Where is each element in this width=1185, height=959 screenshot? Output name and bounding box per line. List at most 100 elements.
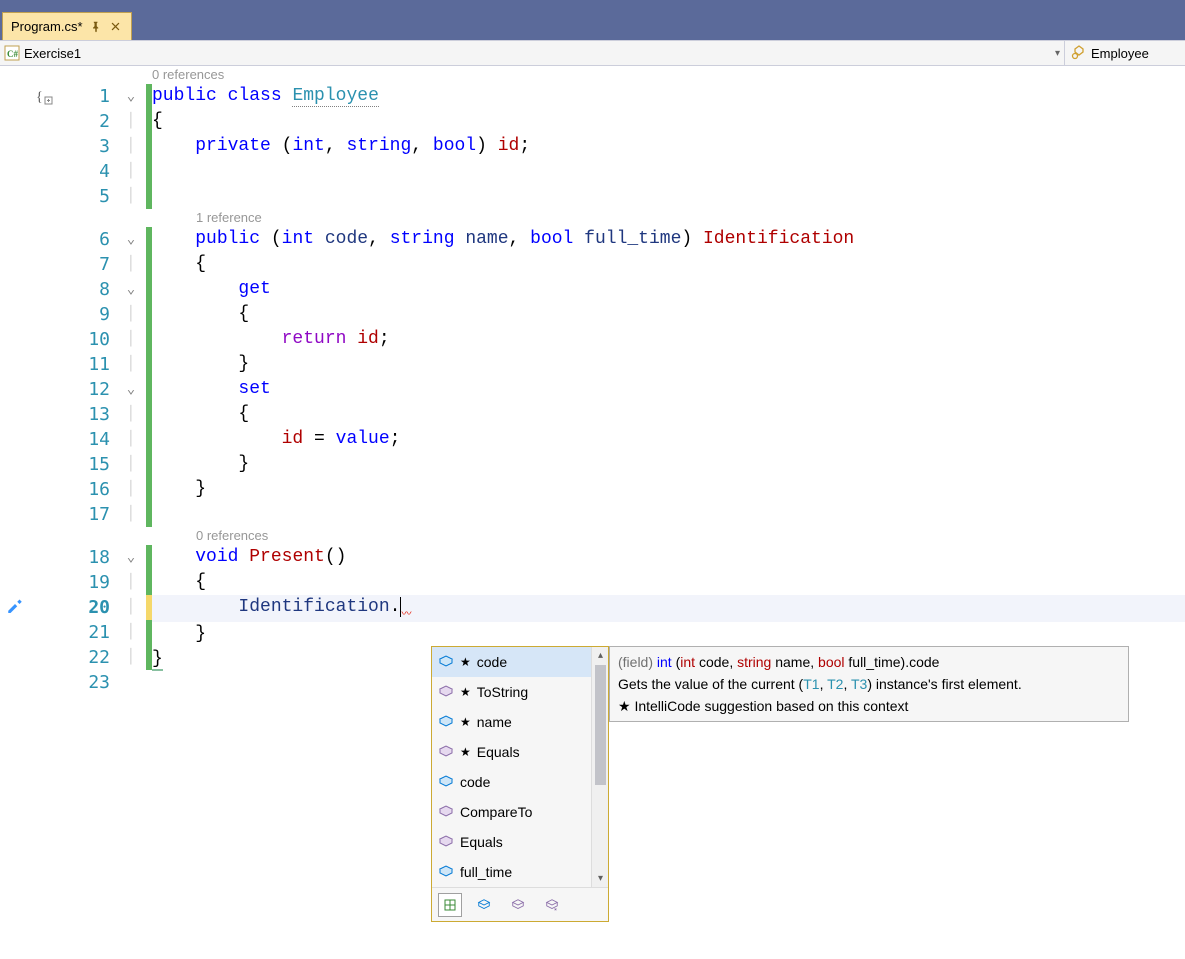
- line-number: 23: [60, 670, 110, 695]
- line-number: 13: [60, 402, 110, 427]
- file-tab[interactable]: Program.cs*: [2, 12, 132, 40]
- fold-toggle[interactable]: ⌄: [116, 545, 146, 570]
- intellisense-item-label: CompareTo: [460, 804, 532, 820]
- line-number: 20: [60, 595, 110, 620]
- screwdriver-icon[interactable]: [0, 595, 30, 620]
- brace-icon: {: [36, 88, 54, 106]
- csharp-icon: C#: [4, 45, 20, 61]
- filter-extension-icon[interactable]: [540, 893, 564, 917]
- scrollbar[interactable]: ▴ ▾: [591, 647, 608, 887]
- fold-guide: │: [116, 402, 146, 427]
- close-icon[interactable]: [109, 20, 123, 34]
- intellisense-item[interactable]: code: [432, 767, 591, 797]
- field-icon: [438, 654, 454, 670]
- intellisense-item-label: Equals: [460, 834, 503, 850]
- fold-toggle[interactable]: ⌄: [116, 377, 146, 402]
- pin-icon[interactable]: [89, 20, 103, 34]
- intellisense-filter-bar: [432, 887, 608, 921]
- intellisense-item-label: ToString: [477, 684, 528, 700]
- code-line: {: [152, 302, 1185, 327]
- star-icon: ★: [460, 685, 471, 699]
- code-line: private (int, string, bool) id;: [152, 134, 1185, 159]
- fold-guide: │: [116, 502, 146, 527]
- code-line: public (int code, string name, bool full…: [152, 227, 1185, 252]
- fold-column: ⌄ │ │ │ │ ⌄ │ ⌄ │ │ │ ⌄ │ │ │ │ │ ⌄ │ │ …: [116, 66, 146, 959]
- fold-guide: │: [116, 427, 146, 452]
- intellisense-item[interactable]: ★Equals: [432, 737, 591, 767]
- line-number: 11: [60, 352, 110, 377]
- codelens[interactable]: 1 reference: [152, 209, 1185, 227]
- intellisense-popup: ★code★ToString★name★EqualscodeCompareToE…: [431, 646, 609, 922]
- code-line: public class Employee: [152, 84, 1185, 109]
- line-number: 5: [60, 184, 110, 209]
- line-number: 9: [60, 302, 110, 327]
- line-number: 10: [60, 327, 110, 352]
- line-number: 1: [60, 84, 110, 109]
- fold-toggle[interactable]: ⌄: [116, 277, 146, 302]
- margin-column: [0, 66, 30, 959]
- line-number: 2: [60, 109, 110, 134]
- intellisense-item[interactable]: Equals: [432, 827, 591, 857]
- tooltip-intellicode: ★ IntelliCode suggestion based on this c…: [618, 695, 1120, 717]
- svg-text:C#: C#: [7, 49, 18, 59]
- navigation-bar: C# Exercise1 ▾ Employee: [0, 40, 1185, 66]
- code-line: }: [152, 477, 1185, 502]
- field-icon: [438, 714, 454, 730]
- code-line: }: [152, 622, 1185, 647]
- namespace-dropdown[interactable]: C# Exercise1 ▾: [0, 41, 1065, 65]
- field-icon: [438, 864, 454, 880]
- fold-guide: │: [116, 645, 146, 670]
- method-icon: [438, 834, 454, 850]
- class-dropdown[interactable]: Employee: [1065, 41, 1185, 65]
- intellisense-item[interactable]: full_time: [432, 857, 591, 887]
- line-number: 7: [60, 252, 110, 277]
- tab-title: Program.cs*: [11, 19, 83, 34]
- filter-target-icon[interactable]: [438, 893, 462, 917]
- star-icon: ★: [460, 655, 471, 669]
- method-icon: [438, 804, 454, 820]
- intellisense-list[interactable]: ★code★ToString★name★EqualscodeCompareToE…: [432, 647, 591, 887]
- svg-text:{: {: [36, 90, 43, 105]
- code-line: id = value;: [152, 427, 1185, 452]
- field-icon: [438, 774, 454, 790]
- code-line: get: [152, 277, 1185, 302]
- fold-guide: │: [116, 477, 146, 502]
- outline-column: {: [30, 66, 60, 959]
- code-line: }: [152, 452, 1185, 477]
- line-number: 3: [60, 134, 110, 159]
- fold-guide: │: [116, 109, 146, 134]
- code-area[interactable]: 0 references public class Employee { pri…: [152, 66, 1185, 959]
- method-icon: [438, 684, 454, 700]
- intellisense-item[interactable]: ★ ToString: [432, 677, 591, 707]
- line-number: 8: [60, 277, 110, 302]
- fold-guide: │: [116, 570, 146, 595]
- intellisense-item[interactable]: ★name: [432, 707, 591, 737]
- method-icon: [438, 744, 454, 760]
- intellisense-item[interactable]: ★code: [432, 647, 591, 677]
- scroll-down-icon[interactable]: ▾: [592, 870, 609, 887]
- filter-field-icon[interactable]: [472, 893, 496, 917]
- line-number: 21: [60, 620, 110, 645]
- intellisense-item[interactable]: CompareTo: [432, 797, 591, 827]
- codelens[interactable]: 0 references: [152, 527, 1185, 545]
- code-line: {: [152, 109, 1185, 134]
- tab-strip: Program.cs*: [0, 10, 1185, 40]
- fold-guide: │: [116, 327, 146, 352]
- chevron-down-icon: ▾: [1055, 48, 1060, 59]
- intellisense-item-label: name: [477, 714, 512, 730]
- filter-method-icon[interactable]: [506, 893, 530, 917]
- class-label: Employee: [1091, 46, 1149, 61]
- fold-toggle[interactable]: ⌄: [116, 227, 146, 252]
- scroll-up-icon[interactable]: ▴: [592, 647, 609, 664]
- fold-toggle[interactable]: ⌄: [116, 84, 146, 109]
- code-line: {: [152, 402, 1185, 427]
- codelens[interactable]: 0 references: [152, 66, 1185, 84]
- line-number: 16: [60, 477, 110, 502]
- line-number: 22: [60, 645, 110, 670]
- fold-guide: │: [116, 595, 146, 620]
- line-numbers: 1 2 3 4 5 6 7 8 9 10 11 12 13 14 15 16 1…: [60, 66, 116, 959]
- scroll-thumb[interactable]: [595, 665, 606, 785]
- line-number: 19: [60, 570, 110, 595]
- line-number: 12: [60, 377, 110, 402]
- line-number: 17: [60, 502, 110, 527]
